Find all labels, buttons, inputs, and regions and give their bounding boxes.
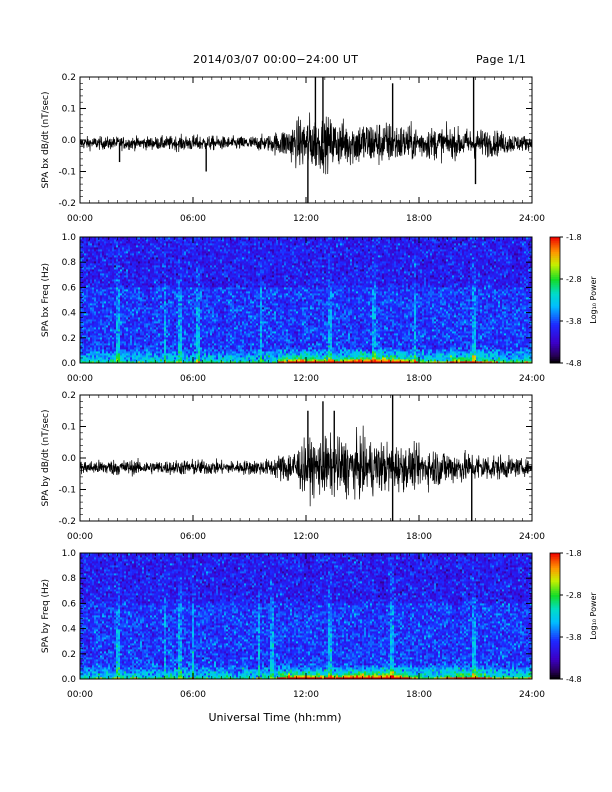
spectrogram-image — [80, 237, 533, 364]
x-tick-label: 24:00 — [519, 690, 545, 700]
y-tick-label: 0.1 — [62, 423, 76, 433]
colorbar-tick-label: -3.8 — [566, 633, 582, 642]
x-tick-label: 18:00 — [406, 690, 432, 700]
spectrogram-panel-4: 00:00 06:00 12:00 18:00 24:00 1.0 0.8 0.6 0.4 0.2… — [41, 549, 598, 700]
colorbar-label: Log₁₀ Power — [589, 592, 598, 640]
x-tick-label: 24:00 — [519, 532, 545, 542]
y-tick-label: 0.0 — [62, 454, 77, 464]
y-tick-label: 0.0 — [62, 359, 77, 369]
x-axis-label: Universal Time (hh:mm) — [209, 711, 342, 724]
x-tick-label: 18:00 — [406, 214, 432, 224]
y-axis-label: SPA bx dB/dt (nT/sec) — [41, 92, 51, 189]
timeseries-panel-3: 00:00 06:00 12:00 18:00 24:00 0.2 0.1 0.0 -0.1 -0… — [41, 391, 545, 542]
signal-trace — [79, 425, 533, 507]
spectrogram-image — [80, 553, 533, 680]
y-tick-label: 0.2 — [62, 334, 76, 344]
timeseries-panel-1: 00:00 06:00 12:00 18:00 24:00 0.2 0.1 0.0 -0.1 -0… — [41, 73, 545, 224]
y-tick-label: -0.2 — [58, 517, 76, 527]
y-tick-label: 0.6 — [62, 599, 77, 609]
x-tick-label: 06:00 — [180, 214, 206, 224]
x-tick-label: 00:00 — [67, 532, 93, 542]
x-tick-label: 12:00 — [293, 690, 319, 700]
signal-trace — [79, 112, 533, 175]
y-tick-label: 0.1 — [62, 105, 76, 115]
colorbar-tick-label: -4.8 — [566, 359, 582, 368]
y-tick-label: 0.2 — [62, 73, 76, 83]
colorbar-tick-label: -1.8 — [566, 233, 582, 242]
y-tick-label: 0.2 — [62, 391, 76, 401]
colorbar-tick-label: -4.8 — [566, 675, 582, 684]
x-tick-label: 12:00 — [293, 214, 319, 224]
x-tick-label: 12:00 — [293, 532, 319, 542]
x-tick-label: 18:00 — [406, 374, 432, 384]
y-tick-label: -0.2 — [58, 199, 76, 209]
x-tick-label: 12:00 — [293, 374, 319, 384]
colorbar: -1.8 -2.8 -3.8 -4.8 Log₁₀ Power — [549, 233, 598, 368]
y-tick-label: 0.4 — [62, 625, 77, 635]
y-tick-label: -0.1 — [58, 168, 76, 178]
page-indicator: Page 1/1 — [476, 53, 526, 66]
x-tick-label: 06:00 — [180, 374, 206, 384]
colorbar-label: Log₁₀ Power — [589, 276, 598, 324]
date-range-title: 2014/03/07 00:00−24:00 UT — [193, 53, 358, 66]
colorbar-tick-label: -1.8 — [566, 549, 582, 558]
y-tick-label: 0.2 — [62, 650, 76, 660]
y-axis-label: SPA bx Freq (Hz) — [41, 263, 51, 337]
y-tick-label: 0.8 — [62, 258, 77, 268]
y-tick-label: 1.0 — [62, 233, 77, 243]
x-tick-label: 00:00 — [67, 374, 93, 384]
x-tick-label: 06:00 — [180, 532, 206, 542]
y-tick-label: 0.0 — [62, 136, 77, 146]
y-tick-label: 0.4 — [62, 309, 77, 319]
y-tick-label: 0.6 — [62, 283, 77, 293]
x-tick-label: 24:00 — [519, 214, 545, 224]
spectrogram-panel-2: 00:00 06:00 12:00 18:00 24:00 1.0 0.8 0.6 0.4 0.2… — [41, 233, 598, 384]
x-tick-label: 00:00 — [67, 214, 93, 224]
colorbar: -1.8 -2.8 -3.8 -4.8 Log₁₀ Power — [549, 549, 598, 684]
y-axis-label: SPA by dB/dt (nT/sec) — [41, 410, 51, 507]
y-tick-label: 0.0 — [62, 675, 77, 685]
x-tick-label: 24:00 — [519, 374, 545, 384]
y-tick-label: 1.0 — [62, 549, 77, 559]
x-tick-label: 06:00 — [180, 690, 206, 700]
y-axis-label: SPA by Freq (Hz) — [41, 579, 51, 653]
x-tick-label: 00:00 — [67, 690, 93, 700]
colorbar-tick-label: -2.8 — [566, 591, 582, 600]
colorbar-tick-label: -2.8 — [566, 275, 582, 284]
y-tick-label: 0.8 — [62, 574, 77, 584]
y-tick-label: -0.1 — [58, 486, 76, 496]
colorbar-tick-label: -3.8 — [566, 317, 582, 326]
x-tick-label: 18:00 — [406, 532, 432, 542]
